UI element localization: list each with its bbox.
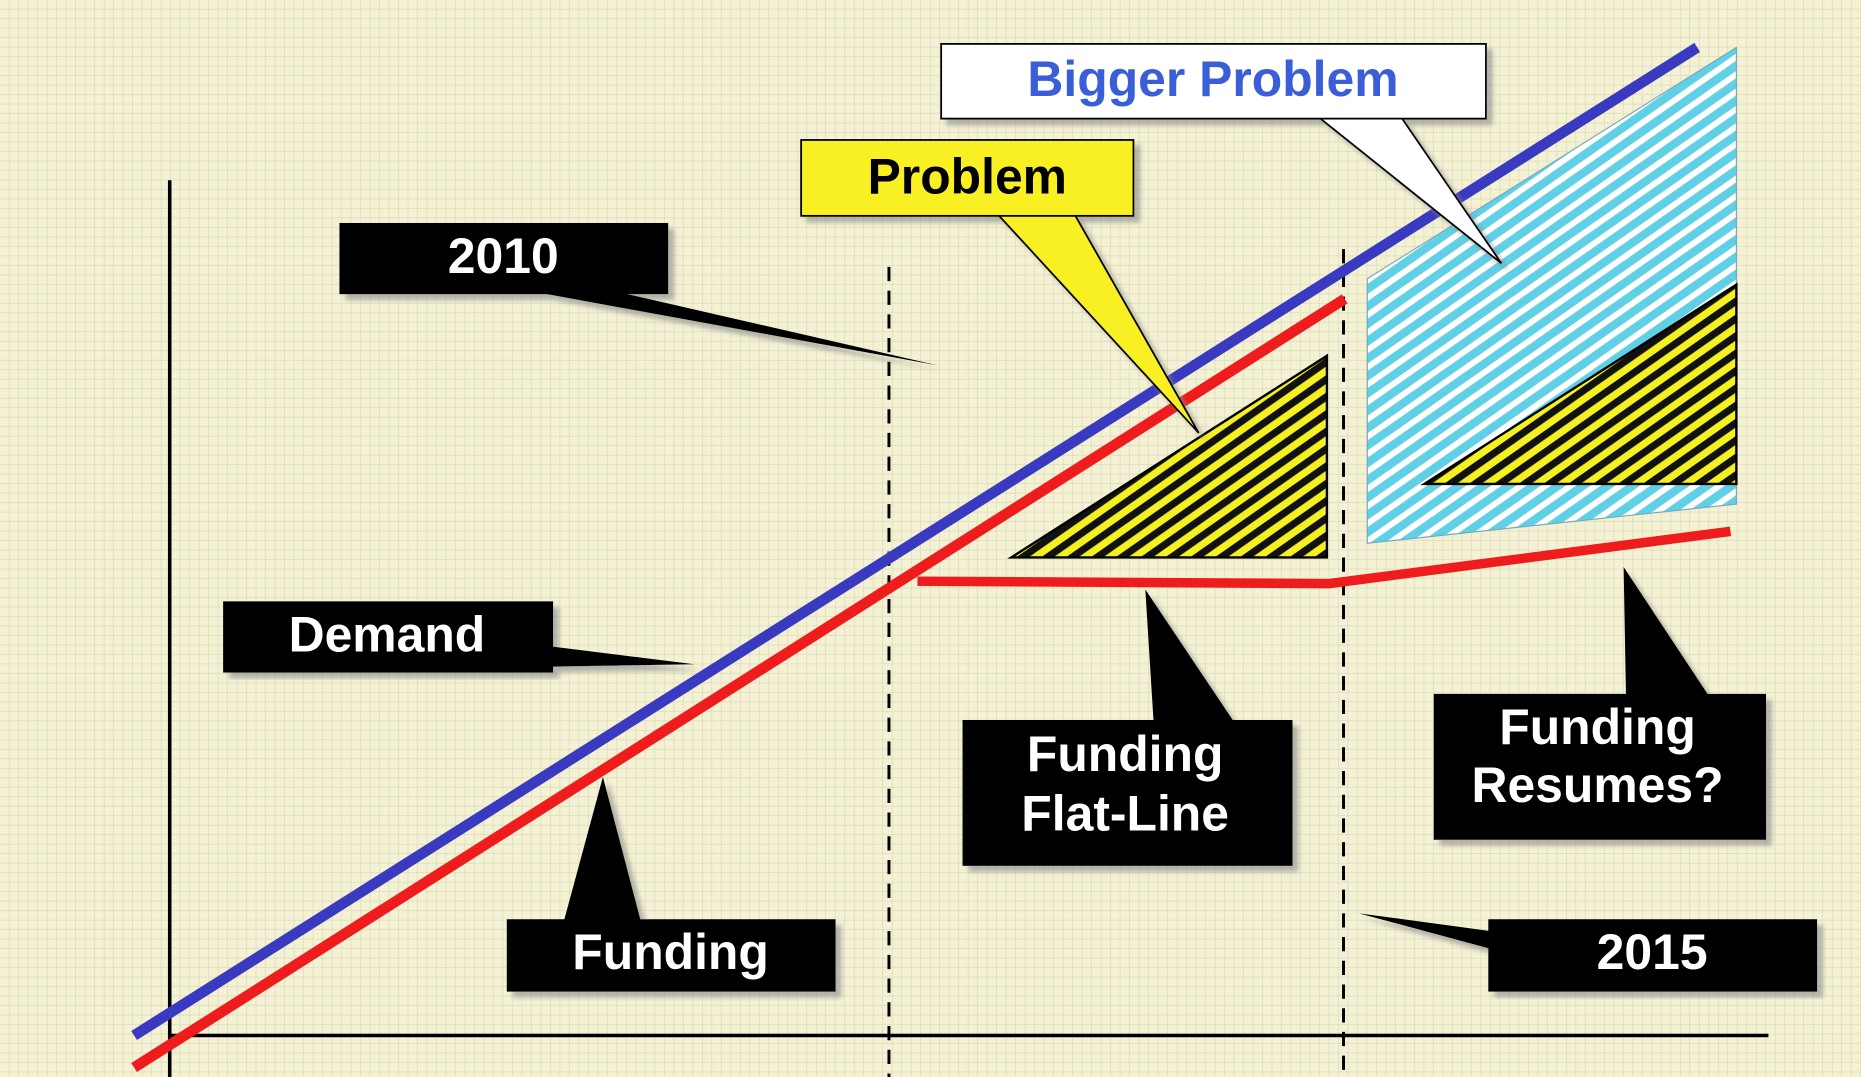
- callout-text: Flat-Line: [1021, 785, 1229, 841]
- gap-area-future: [1420, 282, 1738, 486]
- callout-text: Funding: [1499, 699, 1696, 755]
- callout-text: Bigger Problem: [1027, 51, 1398, 107]
- callout-text: Funding: [1027, 726, 1224, 782]
- callout-text: Funding: [572, 924, 769, 980]
- callout-text: Problem: [868, 148, 1067, 204]
- callout: [339, 222, 938, 366]
- callout: [506, 776, 836, 992]
- callout: [223, 601, 695, 673]
- callout: [800, 139, 1200, 434]
- funding-line: [131, 294, 1348, 1073]
- callout-text: Demand: [289, 606, 486, 662]
- gap-area: [1007, 353, 1329, 559]
- callout: [940, 42, 1503, 265]
- callout: [1433, 566, 1767, 840]
- callout-text: 2010: [448, 228, 559, 284]
- callout: [1358, 913, 1818, 992]
- year-markers: [887, 249, 1346, 1077]
- callout-text: Resumes?: [1471, 757, 1723, 813]
- axes: [167, 180, 1769, 1077]
- callout: [962, 589, 1293, 866]
- callout-text: 2015: [1597, 924, 1708, 980]
- funding-flat-line: [917, 526, 1732, 589]
